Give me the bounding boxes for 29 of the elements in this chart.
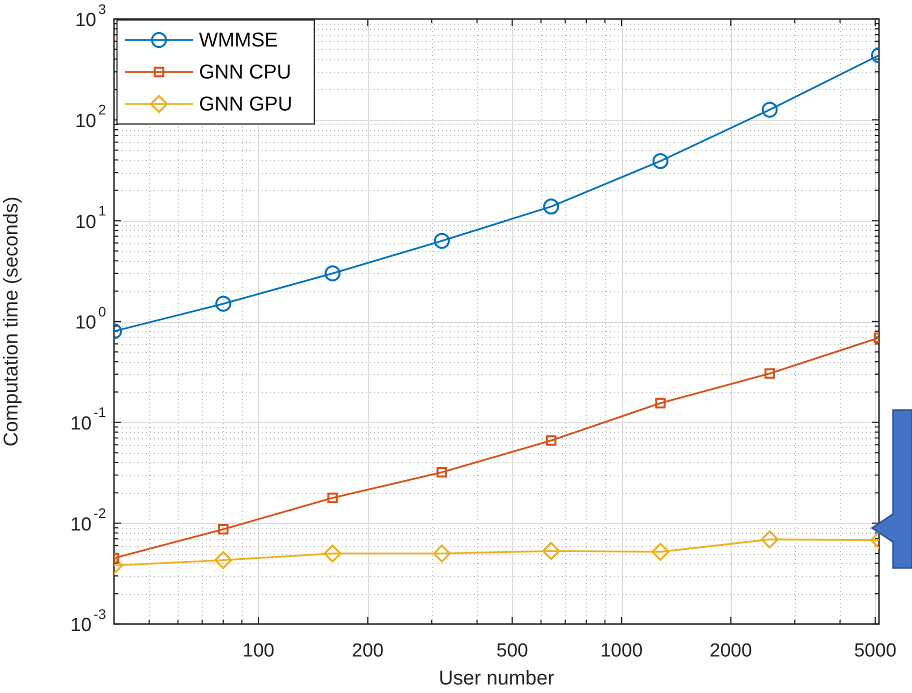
x-tick-label: 2000 <box>710 640 752 662</box>
point <box>652 153 668 170</box>
point <box>542 542 560 560</box>
x-axis-title: User number <box>438 668 555 690</box>
x-tick-label: 500 <box>496 640 528 662</box>
point <box>764 368 775 379</box>
point <box>218 524 229 535</box>
point <box>760 530 779 548</box>
point <box>327 492 338 504</box>
x-tick-label: 1000 <box>600 640 643 662</box>
point <box>434 232 450 249</box>
x-tick-label: 5000 <box>854 640 896 662</box>
point <box>543 198 560 215</box>
legend-label: GNN CPU <box>199 62 292 84</box>
point <box>324 265 341 282</box>
point <box>432 544 451 563</box>
point <box>651 542 670 561</box>
legend-label: WMMSE <box>199 30 278 52</box>
point <box>215 296 232 312</box>
point <box>655 398 666 408</box>
legend-label: GNN GPU <box>199 94 292 116</box>
x-tick-label: 200 <box>352 640 384 662</box>
x-tick-label: 100 <box>242 640 274 662</box>
point <box>546 435 556 446</box>
y-axis-title: Computation time (seconds) <box>0 196 23 447</box>
point <box>214 551 232 570</box>
point <box>324 544 342 563</box>
point <box>762 102 778 118</box>
point <box>436 466 448 478</box>
